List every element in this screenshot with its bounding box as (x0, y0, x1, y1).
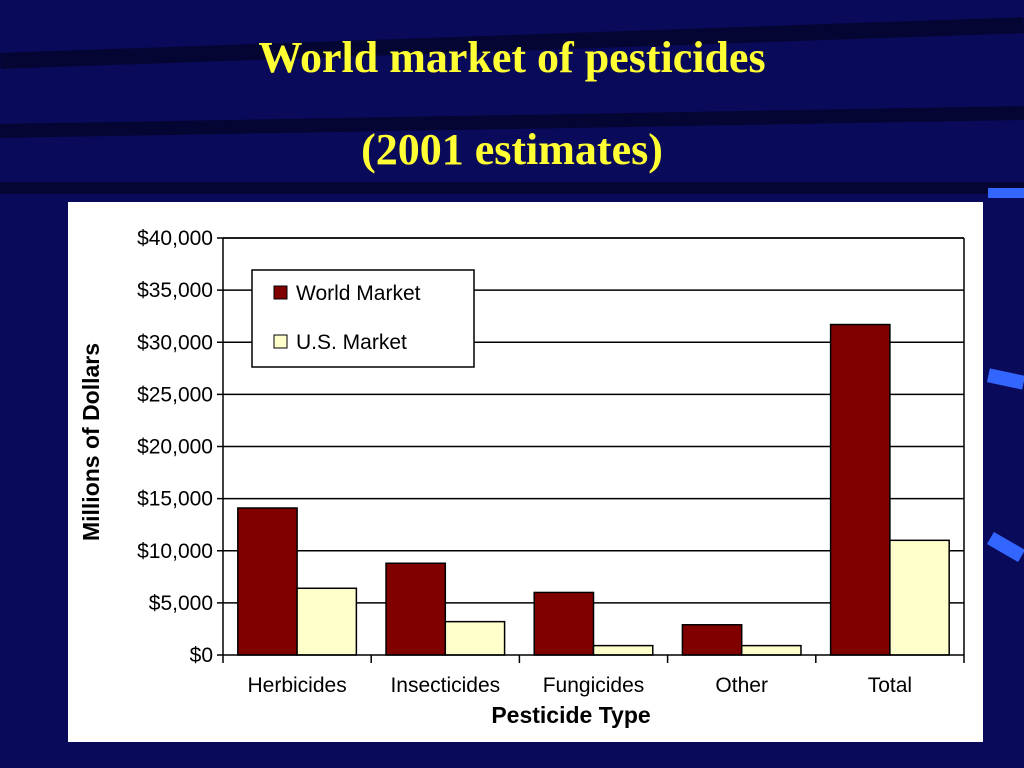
chart-panel: $0 $5,000 $10,000 $15,000 $20,000 $25,000 $30,… (68, 202, 983, 742)
bars (237, 323, 950, 656)
legend-label-world: World Market (296, 282, 421, 305)
y-tick-label: $15,000 (137, 488, 213, 511)
legend-box (251, 269, 475, 368)
y-tick-label: $20,000 (137, 436, 213, 459)
slide-subtitle: (2001 estimates) (361, 125, 663, 174)
bar-us-herbicides (296, 587, 358, 656)
legend-label-us: U.S. Market (296, 331, 407, 354)
bar-world-insecticides (385, 562, 447, 656)
x-tick-label: Fungicides (543, 674, 645, 697)
x-tick-label: Herbicides (247, 674, 346, 697)
y-tick-label: $35,000 (137, 279, 213, 302)
axes (222, 237, 965, 656)
y-tick-label: $0 (190, 644, 213, 667)
y-tick-labels: $0 $5,000 $10,000 $15,000 $20,000 $25,000 $30,… (137, 227, 213, 667)
bar-world-fungicides (533, 591, 595, 656)
bar-us-fungicides (592, 644, 654, 656)
x-tick-label: Other (715, 674, 768, 697)
x-tick-labels: Herbicides Insecticides Fungicides Other Tot… (247, 674, 912, 697)
bar-world-other (681, 624, 743, 656)
bar-chart: $0 $5,000 $10,000 $15,000 $20,000 $25,000 $30,… (78, 227, 965, 728)
x-tick-label: Insecticides (390, 674, 500, 697)
bar-us-total (889, 539, 950, 656)
slide-title: World market of pesticides (258, 33, 766, 82)
legend-swatch-world (273, 285, 288, 300)
legend-swatch-us (273, 334, 288, 349)
bar-world-herbicides (237, 507, 298, 656)
y-tick-label: $10,000 (137, 540, 213, 563)
bar-us-insecticides (444, 620, 506, 656)
y-axis-title: Millions of Dollars (78, 343, 104, 541)
x-axis-title: Pesticide Type (491, 702, 650, 728)
y-tick-label: $30,000 (137, 331, 213, 354)
y-tick-label: $40,000 (137, 227, 213, 250)
legend: World Market U.S. Market (251, 269, 475, 368)
bar-world-total (829, 323, 891, 656)
bar-us-other (740, 644, 802, 656)
y-tick-label: $5,000 (149, 592, 213, 615)
y-tick-label: $25,000 (137, 383, 213, 406)
x-tick-label: Total (868, 674, 912, 697)
